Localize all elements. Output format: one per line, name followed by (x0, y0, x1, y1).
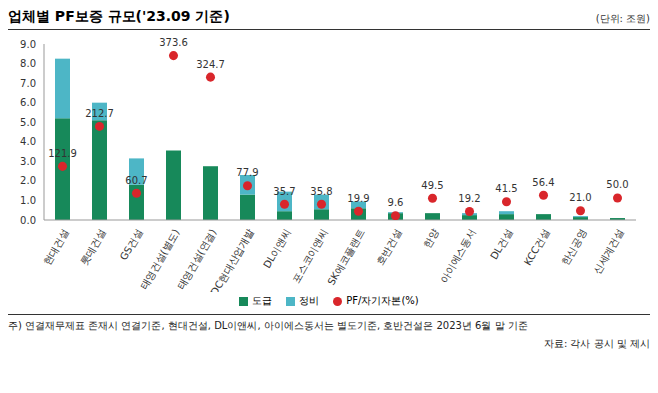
svg-text:19.2: 19.2 (458, 193, 480, 204)
svg-text:한신공영: 한신공영 (559, 227, 589, 267)
svg-text:태영건설(연결): 태영건설(연결) (175, 227, 218, 291)
svg-text:56.4: 56.4 (532, 177, 554, 188)
svg-text:41.5: 41.5 (495, 183, 517, 194)
svg-text:121.9: 121.9 (48, 148, 77, 159)
html-text:정비: 정비 (299, 295, 320, 306)
html-text:(단위: 조원): (단위: 조원) (595, 13, 650, 24)
svg-text:SK에코플랜트: SK에코플랜트 (325, 227, 366, 287)
svg-text:212.7: 212.7 (85, 108, 114, 119)
svg-text:1.0: 1.0 (20, 195, 36, 206)
html-text:업체별 PF보증 규모('23.09 기준): 업체별 PF보증 규모('23.09 기준) (8, 8, 230, 24)
svg-text:HDC현대산업개발: HDC현대산업개발 (205, 227, 256, 292)
svg-text:3.0: 3.0 (20, 156, 36, 167)
svg-text:포스코이앤씨: 포스코이앤씨 (290, 227, 330, 284)
svg-text:롯데건설: 롯데건설 (78, 227, 108, 267)
svg-text:50.0: 50.0 (606, 179, 628, 190)
svg-text:현대건설: 현대건설 (41, 227, 71, 267)
svg-text:35.8: 35.8 (310, 186, 332, 197)
svg-text:GS건설: GS건설 (118, 227, 145, 262)
svg-text:19.9: 19.9 (347, 193, 369, 204)
svg-text:아이에스동서: 아이에스동서 (438, 227, 478, 284)
svg-text:태영건설(별도): 태영건설(별도) (138, 227, 181, 291)
html-text:주) 연결재무제표 존재시 연결기준, 현대건설, DL이앤: 주) 연결재무제표 존재시 연결기준, 현대건설, DL이앤씨, 아이에스동서는… (8, 320, 528, 331)
svg-text:2.0: 2.0 (20, 175, 36, 186)
svg-text:6.0: 6.0 (20, 97, 36, 108)
svg-text:8.0: 8.0 (20, 58, 36, 69)
svg-text:60.7: 60.7 (125, 175, 147, 186)
svg-text:신세계건설: 신세계건설 (591, 227, 626, 276)
svg-text:0.0: 0.0 (20, 215, 36, 226)
svg-text:7.0: 7.0 (20, 78, 36, 89)
svg-text:324.7: 324.7 (196, 59, 225, 70)
svg-text:35.7: 35.7 (273, 186, 295, 197)
html-text:자료: 각사 공시 및 제시: 자료: 각사 공시 및 제시 (543, 338, 650, 349)
html-text:PF/자기자본(%): PF/자기자본(%) (346, 295, 419, 306)
svg-text:KCC건설: KCC건설 (522, 227, 552, 267)
svg-text:373.6: 373.6 (159, 37, 188, 48)
html-text:도급: 도급 (252, 295, 273, 306)
svg-text:21.0: 21.0 (569, 192, 591, 203)
svg-text:77.9: 77.9 (236, 167, 258, 178)
svg-text:4.0: 4.0 (20, 136, 36, 147)
svg-text:9.0: 9.0 (20, 39, 36, 50)
svg-text:한양: 한양 (421, 227, 441, 250)
svg-text:DL이앤씨: DL이앤씨 (261, 227, 292, 270)
svg-text:9.6: 9.6 (388, 197, 404, 208)
svg-text:DL건설: DL건설 (488, 227, 514, 261)
svg-text:5.0: 5.0 (20, 117, 36, 128)
svg-text:49.5: 49.5 (421, 180, 443, 191)
svg-text:호반건설: 호반건설 (374, 227, 404, 267)
